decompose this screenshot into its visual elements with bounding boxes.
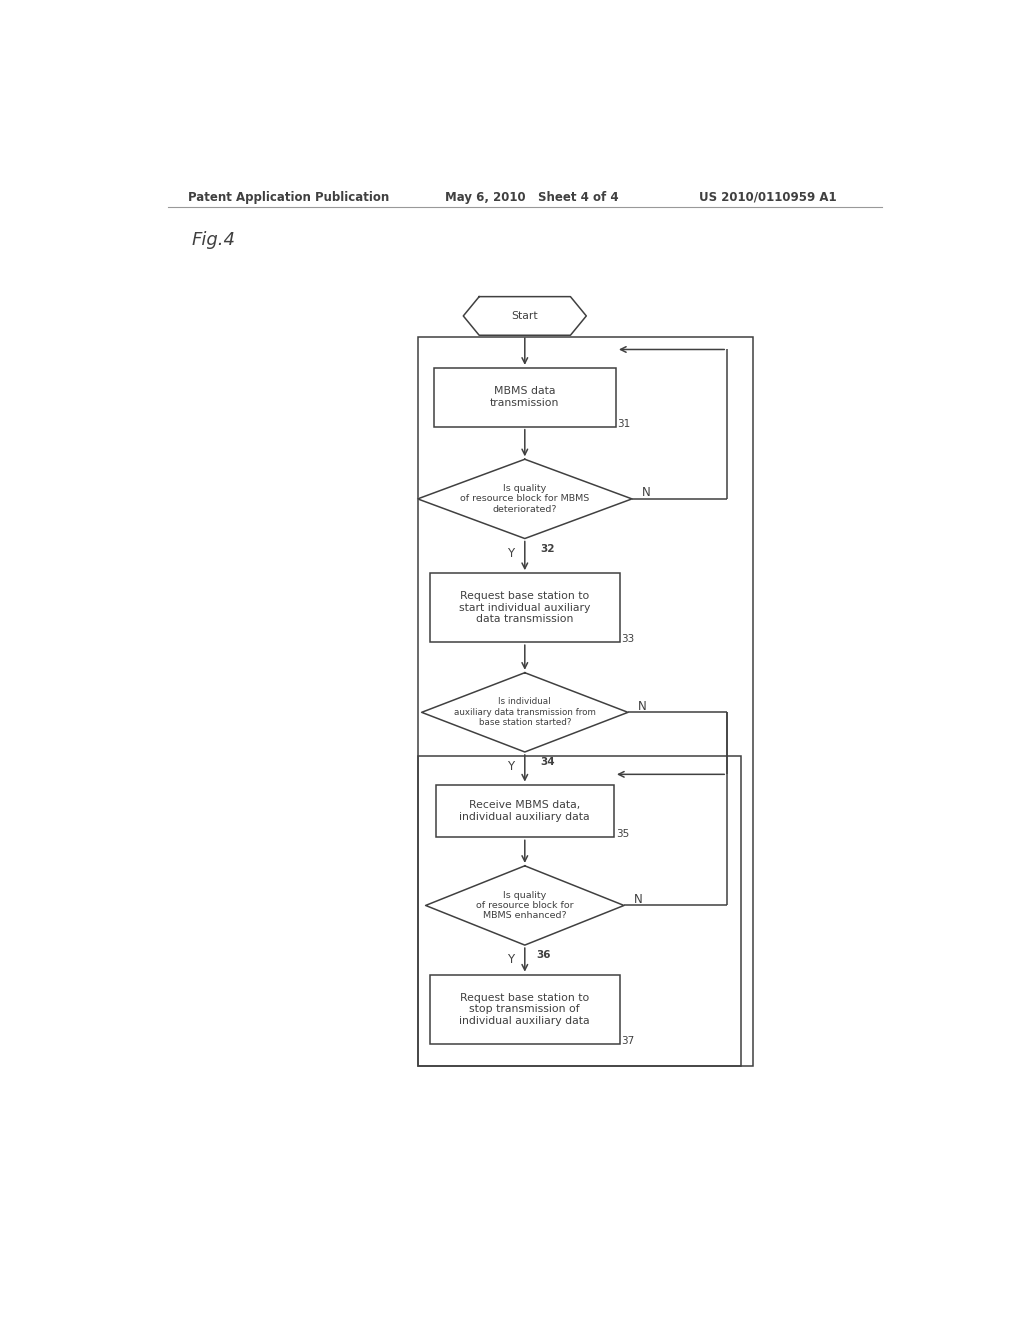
Text: MBMS data
transmission: MBMS data transmission — [490, 387, 559, 408]
Text: 33: 33 — [622, 634, 635, 644]
Text: Fig.4: Fig.4 — [191, 231, 236, 248]
Text: Patent Application Publication: Patent Application Publication — [187, 190, 389, 203]
Bar — [418, 338, 753, 1067]
Text: US 2010/0110959 A1: US 2010/0110959 A1 — [699, 190, 837, 203]
Text: Is quality
of resource block for
MBMS enhanced?: Is quality of resource block for MBMS en… — [476, 891, 573, 920]
Bar — [430, 573, 621, 643]
Bar — [430, 974, 621, 1044]
Text: Y: Y — [507, 760, 514, 774]
Polygon shape — [463, 297, 587, 335]
Text: 32: 32 — [541, 544, 555, 553]
Text: Request base station to
start individual auxiliary
data transmission: Request base station to start individual… — [459, 591, 591, 624]
Text: N: N — [638, 700, 646, 713]
Text: Is individual
auxiliary data transmission from
base station started?: Is individual auxiliary data transmissio… — [454, 697, 596, 727]
Polygon shape — [426, 866, 624, 945]
Text: Y: Y — [507, 953, 514, 966]
Text: Y: Y — [507, 546, 514, 560]
Bar — [418, 756, 741, 1067]
Text: 34: 34 — [541, 758, 555, 767]
Text: Is quality
of resource block for MBMS
deteriorated?: Is quality of resource block for MBMS de… — [460, 484, 590, 513]
Text: N: N — [634, 892, 642, 906]
Text: 35: 35 — [615, 829, 629, 840]
Text: Start: Start — [511, 312, 539, 321]
Bar — [433, 368, 616, 426]
Text: May 6, 2010   Sheet 4 of 4: May 6, 2010 Sheet 4 of 4 — [445, 190, 620, 203]
Text: Request base station to
stop transmission of
individual auxiliary data: Request base station to stop transmissio… — [460, 993, 590, 1026]
Text: 31: 31 — [617, 418, 631, 429]
Text: 37: 37 — [622, 1036, 635, 1045]
Polygon shape — [422, 673, 628, 752]
Text: 36: 36 — [537, 950, 551, 960]
Polygon shape — [418, 459, 632, 539]
Bar — [435, 784, 614, 837]
Text: N: N — [641, 486, 650, 499]
Text: Receive MBMS data,
individual auxiliary data: Receive MBMS data, individual auxiliary … — [460, 800, 590, 822]
